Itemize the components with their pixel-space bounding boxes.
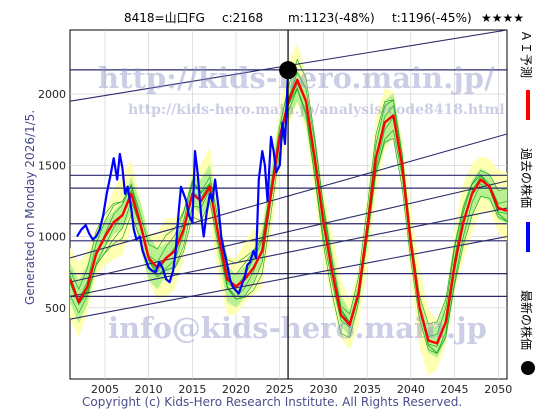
x-tick-label: 2010 (135, 383, 163, 396)
legend-label-latest: 最新の株価 (519, 290, 534, 350)
watermark-mail: info@kids-hero.main.jp (108, 311, 487, 345)
x-tick-label: 2005 (91, 383, 119, 396)
legend-swatch-latest (521, 361, 535, 375)
x-tick-label: 2050 (484, 383, 512, 396)
x-tick-label: 2035 (353, 383, 381, 396)
watermark-url: http://kids-hero.main.jp/ (98, 61, 495, 95)
generated-date-note: Generated on Monday 2026/1/5. (23, 110, 37, 305)
watermark-page: http://kids-hero.main.jp/analysis/code84… (128, 102, 505, 118)
target-price-label: t:1196(-45%) (392, 11, 472, 25)
past-price-line (76, 70, 290, 295)
latest-price-marker (279, 61, 298, 80)
x-tick-label: 2025 (266, 383, 294, 396)
y-tick-label: 2000 (38, 88, 66, 101)
y-axis: 500 1000 1500 2000 (38, 88, 66, 315)
mid-price-label: m:1123(-48%) (288, 11, 375, 25)
y-tick-label: 1000 (38, 231, 66, 244)
x-axis: 2005 2010 2015 2020 2025 2030 2035 2040 2045 2050 (91, 383, 512, 396)
x-tick-label: 2040 (397, 383, 425, 396)
x-tick-label: 2030 (309, 383, 337, 396)
x-tick-label: 2015 (178, 383, 206, 396)
legend-label-past: 過去の株価 (519, 148, 534, 208)
rating-stars: ★★★★ (481, 11, 524, 25)
copyright-footer: Copyright (c) Kids-Hero Research Institu… (82, 395, 462, 409)
y-tick-label: 500 (45, 302, 66, 315)
legend: ＡＩ予測 過去の株価 最新の株価 (519, 30, 535, 375)
stock-code-label: 8418=山口FG (124, 11, 205, 25)
current-price-label: c:2168 (222, 11, 263, 25)
x-tick-label: 2045 (441, 383, 469, 396)
legend-label-ai: ＡＩ予測 (519, 30, 533, 78)
y-tick-label: 1500 (38, 159, 66, 172)
x-tick-label: 2020 (222, 383, 250, 396)
latest-marker-group (279, 30, 298, 379)
